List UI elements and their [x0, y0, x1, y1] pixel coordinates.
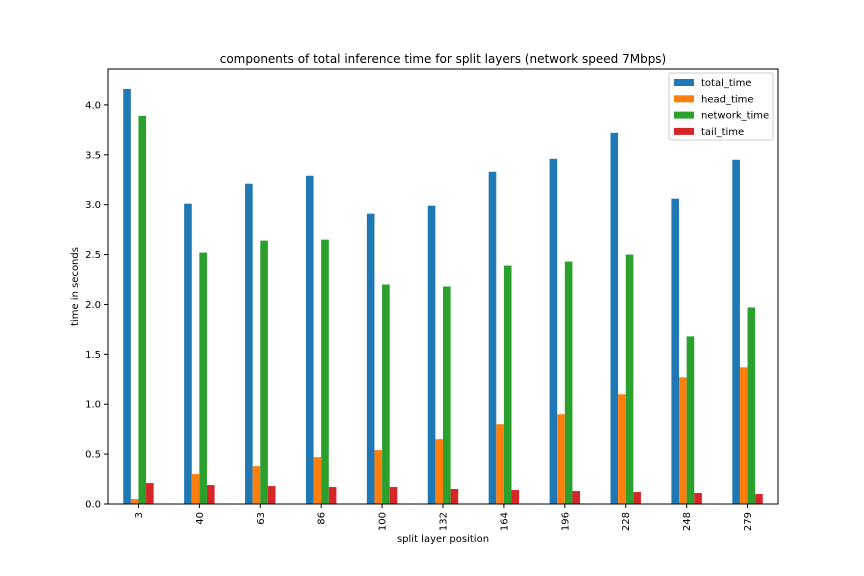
x-tick-label: 63 — [256, 512, 267, 525]
bar-head-time — [679, 377, 687, 504]
bar-network-time — [138, 115, 147, 504]
x-tick-label: 100 — [378, 512, 389, 531]
x-axis-title: split layer position — [397, 534, 489, 545]
x-tick-label: 164 — [499, 512, 510, 531]
x-tick-label: 196 — [560, 512, 571, 531]
bar-tail-time — [328, 487, 337, 504]
bar-network-time — [625, 254, 634, 504]
y-axis-title: time in seconds — [70, 247, 81, 326]
y-tick-label: 3.0 — [85, 200, 101, 211]
legend-label: tail_time — [701, 127, 744, 138]
bar-head-time — [130, 499, 139, 504]
bar-head-time — [313, 457, 322, 504]
legend-box — [668, 72, 774, 141]
bar-head-time — [739, 367, 748, 504]
bar-total-time — [427, 205, 436, 504]
y-tick-label: 0.5 — [85, 450, 101, 461]
bar-total-time — [305, 175, 314, 505]
legend-label: network_time — [701, 111, 769, 122]
bar-tail-time — [267, 486, 276, 504]
bar-tail-time — [146, 483, 154, 504]
bar-network-time — [747, 307, 756, 504]
bar-tail-time — [511, 490, 520, 504]
x-tick-label: 248 — [682, 512, 693, 531]
legend-swatch — [674, 127, 694, 135]
bar-tail-time — [389, 487, 398, 504]
chart-title: components of total inference time for s… — [220, 52, 667, 66]
bar-tail-time — [450, 489, 459, 504]
bar-head-time — [191, 474, 200, 504]
x-tick-label: 279 — [743, 512, 754, 531]
bar-network-time — [382, 284, 390, 504]
y-tick-label: 2.5 — [85, 250, 101, 261]
y-tick-label: 1.5 — [85, 350, 101, 361]
bar-total-time — [366, 213, 375, 505]
bar-network-time — [321, 239, 329, 505]
y-tick-label: 2.0 — [85, 300, 101, 311]
bar-tail-time — [633, 492, 641, 504]
x-tick-label: 86 — [317, 512, 328, 525]
bar-total-time — [732, 159, 740, 504]
x-tick-label: 40 — [195, 512, 206, 525]
bar-network-time — [503, 265, 512, 504]
bar-total-time — [610, 132, 619, 504]
legend-swatch — [674, 95, 694, 103]
bar-network-time — [199, 252, 207, 504]
bar-head-time — [618, 394, 626, 504]
bar-tail-time — [755, 494, 763, 504]
y-tick-label: 0.0 — [85, 500, 101, 511]
legend-label: total_time — [701, 78, 751, 89]
x-tick-label: 3 — [134, 512, 145, 518]
bar-network-time — [686, 336, 695, 504]
y-tick-label: 1.0 — [85, 400, 101, 411]
bar-total-time — [549, 158, 558, 504]
legend-swatch — [674, 111, 694, 119]
bar-total-time — [184, 203, 192, 504]
bar-head-time — [252, 466, 261, 504]
bar-network-time — [443, 286, 451, 504]
y-axis: 0.0 0.5 1.0 1.5 2.0 2.5 3.0 3.5 4.0 — [85, 100, 108, 511]
legend-swatch — [674, 79, 694, 86]
bar-head-time — [557, 414, 565, 504]
x-tick-label: 132 — [439, 512, 450, 531]
bar-head-time — [496, 424, 504, 504]
legend-label: head_time — [701, 94, 754, 105]
bar-head-time — [374, 450, 383, 504]
bar-tail-time — [572, 491, 581, 504]
bar-total-time — [488, 171, 497, 504]
y-tick-label: 4.0 — [85, 100, 101, 111]
bars-group — [123, 88, 763, 505]
bar-total-time — [245, 183, 253, 504]
x-axis: 3 40 63 86 100 132 164 196 228 248 279 — [134, 504, 754, 531]
plot-area-frame — [107, 68, 779, 505]
bar-tail-time — [206, 485, 215, 504]
x-tick-label: 228 — [621, 512, 632, 531]
y-tick-label: 3.5 — [85, 150, 101, 161]
bar-head-time — [435, 439, 443, 504]
bar-total-time — [671, 198, 680, 504]
bar-tail-time — [694, 493, 702, 504]
bar-network-time — [260, 240, 268, 504]
bar-total-time — [123, 88, 131, 504]
legend: total_time head_time network_time tail_time — [668, 72, 774, 141]
bar-network-time — [564, 261, 573, 504]
